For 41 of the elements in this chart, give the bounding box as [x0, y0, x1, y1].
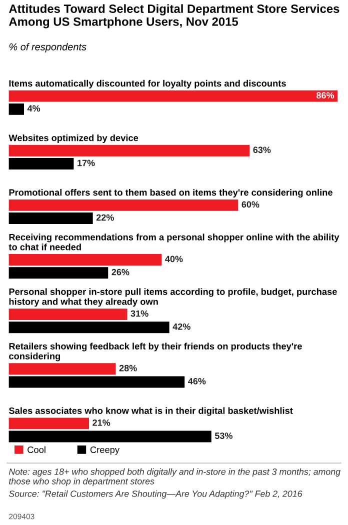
bar	[8, 376, 185, 388]
data-label: 46%	[188, 378, 206, 384]
bar	[8, 90, 338, 102]
y-tick-label: Sales associates who know what is in their digital basket/wishlist	[8, 407, 293, 416]
data-label: 53%	[214, 432, 232, 439]
text: Note: ages 18+ who shopped both digitally and in-store in the past 3 months; among those who shop in department stores	[8, 468, 340, 486]
data-label: 86%	[316, 92, 334, 98]
legend-label: Creepy	[90, 446, 120, 455]
y-tick-label: Websites optimized by device	[8, 134, 138, 143]
y-tick-label: Personal shopper in-store pull items according to profile, budget, purchase history and what they already own	[9, 288, 337, 307]
data-label: 63%	[253, 146, 271, 154]
y-tick-label: Items automatically discounted for loyalty points and discounts	[9, 80, 286, 88]
data-label: 40%	[165, 256, 183, 262]
source-note: Source: "Retail Customers Are Shouting—Are You Adapting?" Feb 2, 2016	[8, 490, 302, 499]
chart-subtitle: % of respondents	[9, 43, 86, 52]
data-label: 31%	[130, 310, 148, 317]
bar	[8, 212, 93, 224]
y-tick-label: Receiving recommendations from a personal shopper online with the ability to chat if needed	[8, 234, 340, 250]
bar	[8, 158, 74, 170]
bar	[8, 199, 238, 211]
bar	[8, 254, 162, 266]
data-label: 21%	[92, 419, 110, 426]
y-tick-label: Retailers showing feedback left by their friends on products they're considering	[9, 342, 302, 362]
data-label: 42%	[172, 323, 190, 330]
bar	[8, 363, 116, 375]
bar	[8, 267, 108, 279]
legend-label: Cool	[28, 446, 46, 453]
bar	[8, 430, 212, 442]
y-tick-label: Promotional offers sent to them based on items they're considering online	[9, 188, 332, 198]
data-label: 4%	[27, 105, 40, 112]
data-label: 60%	[242, 201, 260, 208]
data-label: 28%	[119, 364, 137, 372]
data-label: 26%	[112, 268, 130, 276]
bar	[8, 322, 170, 334]
bar	[8, 103, 24, 115]
bar	[8, 418, 90, 430]
data-label: 17%	[78, 160, 95, 166]
chart-title: Attitudes Toward Select Digital Department Store Services Among US Smartphone Users, Nov 2015	[8, 4, 340, 28]
bar	[8, 308, 128, 320]
bar	[8, 144, 250, 156]
data-label: 22%	[96, 214, 114, 221]
